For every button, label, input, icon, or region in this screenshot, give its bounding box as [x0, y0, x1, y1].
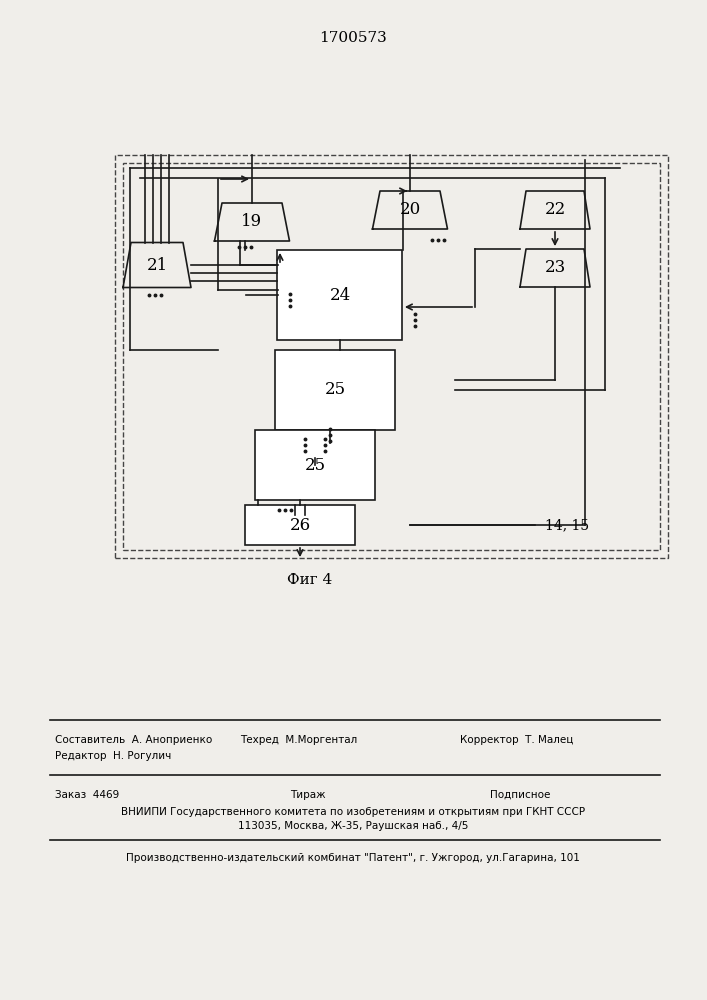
Text: 20: 20 — [399, 202, 421, 219]
Text: Заказ  4469: Заказ 4469 — [55, 790, 119, 800]
Text: 25: 25 — [325, 381, 346, 398]
Bar — [245, 505, 355, 545]
Bar — [115, 155, 668, 558]
Text: 14, 15: 14, 15 — [545, 518, 589, 532]
Text: ВНИИПИ Государственного комитета по изобретениям и открытиям при ГКНТ СССР: ВНИИПИ Государственного комитета по изоб… — [121, 807, 585, 817]
Text: Редактор  Н. Рогулич: Редактор Н. Рогулич — [55, 751, 171, 761]
Text: Корректор  Т. Малец: Корректор Т. Малец — [460, 735, 573, 745]
Text: Производственно-издательский комбинат "Патент", г. Ужгород, ул.Гагарина, 101: Производственно-издательский комбинат "П… — [126, 853, 580, 863]
Text: Техред  М.Моргентал: Техред М.Моргентал — [240, 735, 357, 745]
Text: Фиг 4: Фиг 4 — [287, 573, 332, 587]
Text: 25: 25 — [305, 456, 325, 474]
Bar — [255, 430, 375, 500]
Bar — [275, 350, 395, 430]
Text: 113035, Москва, Ж-35, Раушская наб., 4/5: 113035, Москва, Ж-35, Раушская наб., 4/5 — [238, 821, 468, 831]
Text: Подписное: Подписное — [490, 790, 550, 800]
Text: 24: 24 — [329, 286, 351, 304]
Text: 19: 19 — [241, 214, 262, 231]
Text: Составитель  А. Аноприенко: Составитель А. Аноприенко — [55, 735, 212, 745]
Text: 22: 22 — [544, 202, 566, 219]
Text: 26: 26 — [289, 516, 310, 534]
Bar — [278, 250, 402, 340]
Text: 23: 23 — [544, 259, 566, 276]
Bar — [123, 163, 660, 550]
Text: Тираж: Тираж — [290, 790, 326, 800]
Text: 21: 21 — [146, 256, 168, 273]
Text: 1700573: 1700573 — [319, 31, 387, 45]
